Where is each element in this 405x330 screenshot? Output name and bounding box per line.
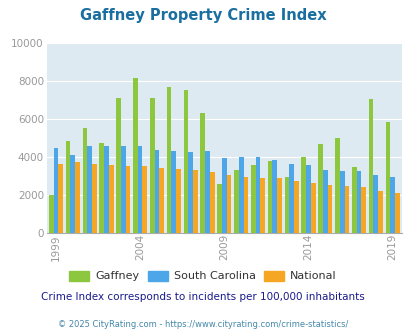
Bar (272, 160, 277, 233)
Bar (327, 185, 332, 233)
Bar (389, 177, 394, 233)
Bar (116, 98, 121, 233)
Bar (188, 152, 192, 233)
Bar (293, 182, 298, 233)
Bar (351, 167, 356, 233)
Bar (142, 166, 147, 233)
Bar (322, 170, 327, 233)
Bar (356, 171, 360, 233)
Bar (373, 175, 377, 233)
Bar (183, 90, 188, 233)
Bar (171, 151, 176, 233)
Bar (377, 191, 382, 233)
Bar (310, 183, 315, 233)
Bar (339, 171, 344, 233)
Bar (209, 172, 214, 233)
Bar (49, 195, 53, 233)
Bar (385, 122, 389, 233)
Bar (284, 177, 289, 233)
Bar (176, 169, 181, 233)
Bar (301, 157, 305, 233)
Bar (99, 144, 104, 233)
Bar (360, 187, 365, 233)
Bar (149, 98, 154, 233)
Bar (75, 162, 80, 233)
Bar (334, 138, 339, 233)
Bar (58, 164, 63, 233)
Bar (305, 165, 310, 233)
Bar (267, 161, 272, 233)
Text: Gaffney Property Crime Index: Gaffney Property Crime Index (79, 8, 326, 23)
Bar (133, 78, 137, 233)
Bar (394, 193, 399, 233)
Bar (222, 158, 226, 233)
Bar (154, 150, 159, 233)
Bar (217, 184, 222, 233)
Bar (104, 146, 109, 233)
Bar (205, 151, 209, 233)
Bar (109, 165, 113, 233)
Bar (125, 166, 130, 233)
Bar (82, 128, 87, 233)
Bar (166, 87, 171, 233)
Bar (318, 145, 322, 233)
Bar (159, 168, 164, 233)
Bar (192, 170, 197, 233)
Bar (53, 148, 58, 233)
Bar (66, 141, 70, 233)
Bar (87, 146, 92, 233)
Text: © 2025 CityRating.com - https://www.cityrating.com/crime-statistics/: © 2025 CityRating.com - https://www.city… (58, 320, 347, 329)
Bar (260, 178, 264, 233)
Bar (92, 164, 96, 233)
Legend: Gaffney, South Carolina, National: Gaffney, South Carolina, National (65, 266, 340, 286)
Text: Crime Index corresponds to incidents per 100,000 inhabitants: Crime Index corresponds to incidents per… (41, 292, 364, 302)
Bar (277, 178, 281, 233)
Bar (344, 186, 348, 233)
Bar (250, 165, 255, 233)
Bar (238, 157, 243, 233)
Bar (289, 164, 293, 233)
Bar (70, 155, 75, 233)
Bar (255, 157, 260, 233)
Bar (200, 113, 205, 233)
Bar (121, 146, 125, 233)
Bar (226, 175, 231, 233)
Bar (368, 99, 373, 233)
Bar (137, 146, 142, 233)
Bar (243, 177, 247, 233)
Bar (234, 170, 238, 233)
